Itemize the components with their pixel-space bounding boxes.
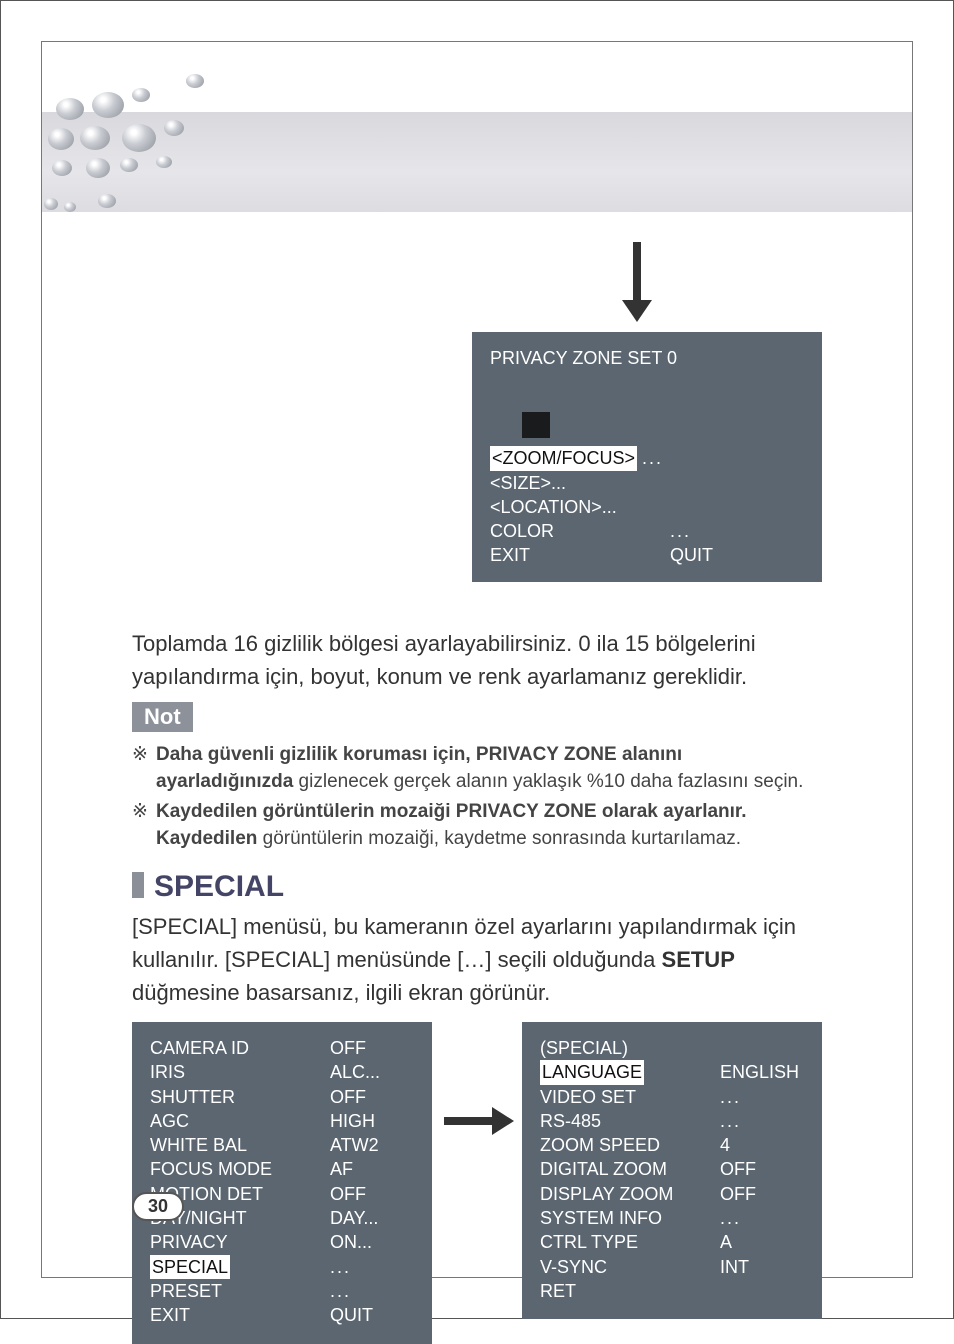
arrow-right-icon bbox=[444, 1107, 514, 1135]
menu-row: EXIT QUIT bbox=[490, 543, 804, 567]
menu-value: OFF bbox=[330, 1182, 414, 1206]
menu-value: ... bbox=[720, 1109, 804, 1133]
menu-value: QUIT bbox=[670, 543, 804, 567]
section-mark-icon bbox=[132, 872, 144, 898]
menu-item-exit[interactable]: EXIT bbox=[490, 543, 670, 567]
menu-row: <LOCATION>... bbox=[490, 495, 804, 519]
menu-item-ctrl-type[interactable]: CTRL TYPE bbox=[540, 1230, 720, 1254]
paragraph-privacy-intro: Toplamda 16 gizlilik bölgesi ayarlayabil… bbox=[132, 627, 822, 693]
menu-item-size[interactable]: <SIZE>... bbox=[490, 471, 670, 495]
menu-row: <SIZE>... bbox=[490, 471, 804, 495]
menu-item-rs485[interactable]: RS-485 bbox=[540, 1109, 720, 1133]
menu-item-video-set[interactable]: VIDEO SET bbox=[540, 1085, 720, 1109]
menu-value: ENGLISH bbox=[720, 1060, 804, 1084]
menu-value: OFF bbox=[330, 1036, 414, 1060]
note-bullet-icon: ※ bbox=[132, 799, 156, 852]
menu-value: DAY... bbox=[330, 1206, 414, 1230]
privacy-zone-menu: PRIVACY ZONE SET 0 <ZOOM/FOCUS> ... <SIZ… bbox=[472, 332, 822, 582]
menu-item-camera-id[interactable]: CAMERA ID bbox=[150, 1036, 330, 1060]
page-outer: PRIVACY ZONE SET 0 <ZOOM/FOCUS> ... <SIZ… bbox=[0, 0, 954, 1319]
menu-item-privacy[interactable]: PRIVACY bbox=[150, 1230, 330, 1254]
section-heading-special: SPECIAL bbox=[132, 870, 284, 904]
main-menu: CAMERA IDOFF IRISALC... SHUTTEROFF AGCHI… bbox=[132, 1022, 432, 1344]
menu-item-ret[interactable]: RET bbox=[540, 1279, 720, 1303]
menu-item-digital-zoom[interactable]: DIGITAL ZOOM bbox=[540, 1157, 720, 1181]
menu-item-special[interactable]: SPECIAL bbox=[150, 1255, 330, 1279]
menu-item-shutter[interactable]: SHUTTER bbox=[150, 1085, 330, 1109]
menu-value: A bbox=[720, 1230, 804, 1254]
header-band bbox=[42, 112, 912, 212]
menu-item-preset[interactable]: PRESET bbox=[150, 1279, 330, 1303]
arrow-down-icon bbox=[622, 242, 652, 322]
menu-item-exit[interactable]: EXIT bbox=[150, 1303, 330, 1327]
menu-item-language[interactable]: LANGUAGE bbox=[540, 1060, 720, 1084]
privacy-mask-preview bbox=[522, 412, 550, 438]
menu-row: <ZOOM/FOCUS> ... bbox=[490, 446, 804, 470]
menu-value: INT bbox=[720, 1255, 804, 1279]
content-area: PRIVACY ZONE SET 0 <ZOOM/FOCUS> ... <SIZ… bbox=[132, 232, 822, 1217]
page-inner-frame: PRIVACY ZONE SET 0 <ZOOM/FOCUS> ... <SIZ… bbox=[41, 41, 913, 1278]
menu-item-focus-mode[interactable]: FOCUS MODE bbox=[150, 1157, 330, 1181]
menu-title: (SPECIAL) bbox=[540, 1036, 804, 1060]
menu-item-agc[interactable]: AGC bbox=[150, 1109, 330, 1133]
paragraph-special-intro: [SPECIAL] menüsü, bu kameranın özel ayar… bbox=[132, 910, 822, 1009]
menu-item-display-zoom[interactable]: DISPLAY ZOOM bbox=[540, 1182, 720, 1206]
menu-item-system-info[interactable]: SYSTEM INFO bbox=[540, 1206, 720, 1230]
menu-item-iris[interactable]: IRIS bbox=[150, 1060, 330, 1084]
menu-value: ... bbox=[720, 1085, 804, 1109]
menu-value: ON... bbox=[330, 1230, 414, 1254]
menu-item-white-bal[interactable]: WHITE BAL bbox=[150, 1133, 330, 1157]
menu-value: AF bbox=[330, 1157, 414, 1181]
menu-value: ... bbox=[720, 1206, 804, 1230]
menu-value: ... bbox=[330, 1255, 414, 1279]
menu-title: PRIVACY ZONE SET 0 bbox=[490, 346, 804, 370]
menu-value: OFF bbox=[720, 1182, 804, 1206]
menu-value: ... bbox=[330, 1279, 414, 1303]
menu-value: OFF bbox=[330, 1085, 414, 1109]
page-number: 30 bbox=[132, 1192, 184, 1221]
menu-value: QUIT bbox=[330, 1303, 414, 1327]
note-item: ※ Kaydedilen görüntülerin mozaiği PRIVAC… bbox=[132, 799, 822, 852]
special-menu: (SPECIAL) LANGUAGEENGLISH VIDEO SET... R… bbox=[522, 1022, 822, 1319]
menu-value: OFF bbox=[720, 1157, 804, 1181]
menu-item-zoomfocus[interactable]: <ZOOM/FOCUS> ... bbox=[490, 446, 670, 470]
menu-value: ALC... bbox=[330, 1060, 414, 1084]
menu-item-location[interactable]: <LOCATION>... bbox=[490, 495, 670, 519]
menu-row: COLOR ... bbox=[490, 519, 804, 543]
menu-item-vsync[interactable]: V-SYNC bbox=[540, 1255, 720, 1279]
menu-value: ATW2 bbox=[330, 1133, 414, 1157]
note-label: Not bbox=[132, 702, 193, 732]
note-bullet-icon: ※ bbox=[132, 742, 156, 795]
note-item: ※ Daha güvenli gizlilik koruması için, P… bbox=[132, 742, 822, 795]
menu-item-zoom-speed[interactable]: ZOOM SPEED bbox=[540, 1133, 720, 1157]
menu-value: 4 bbox=[720, 1133, 804, 1157]
menu-value: ... bbox=[670, 519, 804, 543]
menu-item-color[interactable]: COLOR bbox=[490, 519, 670, 543]
menu-value: HIGH bbox=[330, 1109, 414, 1133]
menu-value bbox=[720, 1279, 804, 1303]
notes-block: ※ Daha güvenli gizlilik koruması için, P… bbox=[132, 742, 822, 856]
